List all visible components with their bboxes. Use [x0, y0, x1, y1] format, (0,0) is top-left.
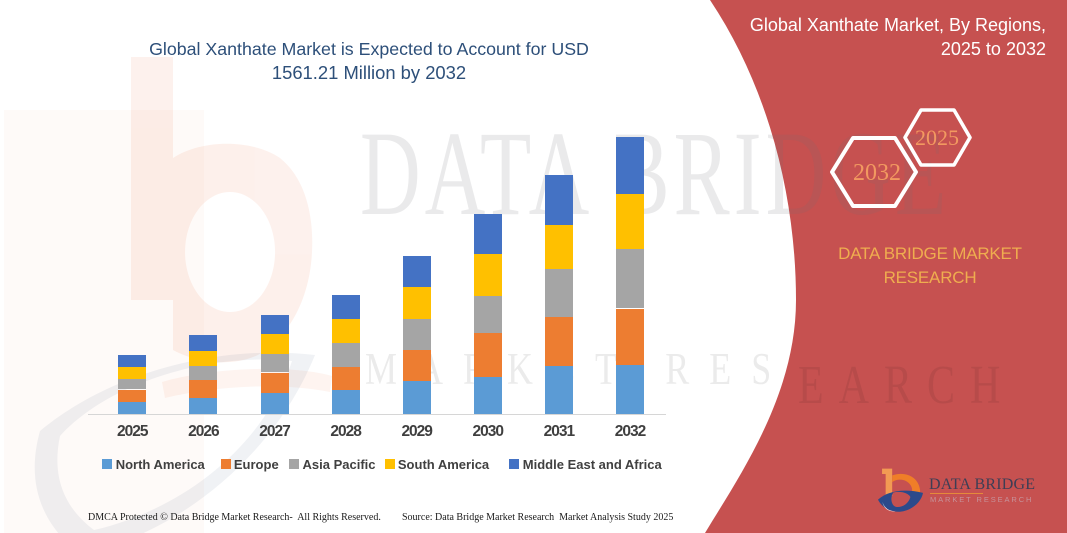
- svg-text:DATA BRIDGE: DATA BRIDGE: [360, 106, 950, 241]
- svg-text:EARCH: EARCH: [798, 353, 1015, 415]
- svg-text:2032: 2032: [853, 160, 901, 186]
- svg-text:MARKET RESEARCH: MARKET RESEARCH: [365, 344, 1013, 394]
- svg-text:2025: 2025: [915, 125, 959, 150]
